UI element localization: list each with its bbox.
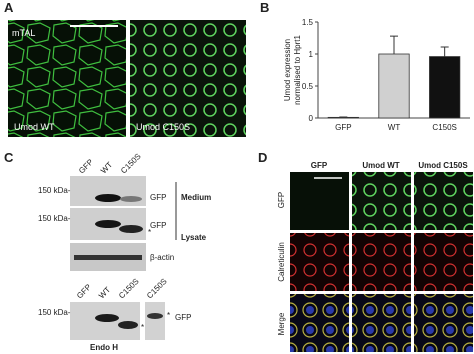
y-axis-label: Umod expression [283, 39, 292, 101]
asterisk: * [148, 228, 151, 237]
image-label: Umod C150S [136, 122, 190, 132]
caption: Endo H [90, 343, 118, 352]
x-tick-label: GFP [335, 123, 351, 132]
row-header: GFP [277, 192, 286, 208]
lane-label: WT [97, 285, 112, 300]
lane-label: C150S [119, 152, 143, 176]
region-label: mTAL [12, 28, 35, 38]
y-tick-label: 0 [309, 114, 314, 123]
micrograph [130, 20, 246, 137]
y-axis-label: normalised to Hprt1 [293, 35, 302, 105]
panel-label: D [258, 150, 267, 165]
asterisk: * [141, 323, 144, 332]
lane-label: C150S [145, 277, 169, 301]
lane-label: GFP [75, 282, 93, 300]
column-header: Umod C150S [418, 161, 468, 170]
bar-chart: 0 0.5 1 1.5 GFP WT C150S [302, 18, 470, 132]
bar [429, 56, 461, 119]
lane-label: GFP [77, 157, 95, 175]
error-bar [390, 35, 398, 54]
x-tick-label: WT [388, 123, 401, 132]
row-header: Merge [277, 312, 286, 335]
row-header: Calreticulin [277, 242, 286, 282]
micrograph-grid [290, 172, 473, 352]
error-bar [440, 46, 449, 57]
x-tick-label: C150S [432, 123, 456, 132]
lane-label: C150S [117, 277, 141, 301]
size-marker: 150 kDa- [38, 308, 71, 317]
band-label: GFP [150, 193, 166, 202]
bar [378, 53, 410, 119]
image-label: Umod WT [14, 122, 55, 132]
group-label: Lysate [181, 233, 207, 242]
band-label: β-actin [150, 253, 174, 262]
micrograph [8, 20, 126, 137]
panel-label: B [260, 0, 269, 15]
column-header: Umod WT [362, 161, 399, 170]
blot [70, 176, 177, 340]
lane-label: WT [99, 160, 114, 175]
band-label: GFP [175, 313, 191, 322]
size-marker: 150 kDa- [38, 214, 71, 223]
size-marker: 150 kDa- [38, 186, 71, 195]
group-label: Medium [181, 193, 211, 202]
panel-label: A [4, 0, 14, 15]
band-label: GFP [150, 221, 166, 230]
y-tick-label: 1.5 [302, 18, 314, 27]
panel-label: C [4, 150, 14, 165]
y-tick-label: 0.5 [302, 82, 314, 91]
column-header: GFP [311, 161, 328, 170]
y-tick-label: 1 [309, 50, 314, 59]
asterisk: * [167, 311, 170, 320]
